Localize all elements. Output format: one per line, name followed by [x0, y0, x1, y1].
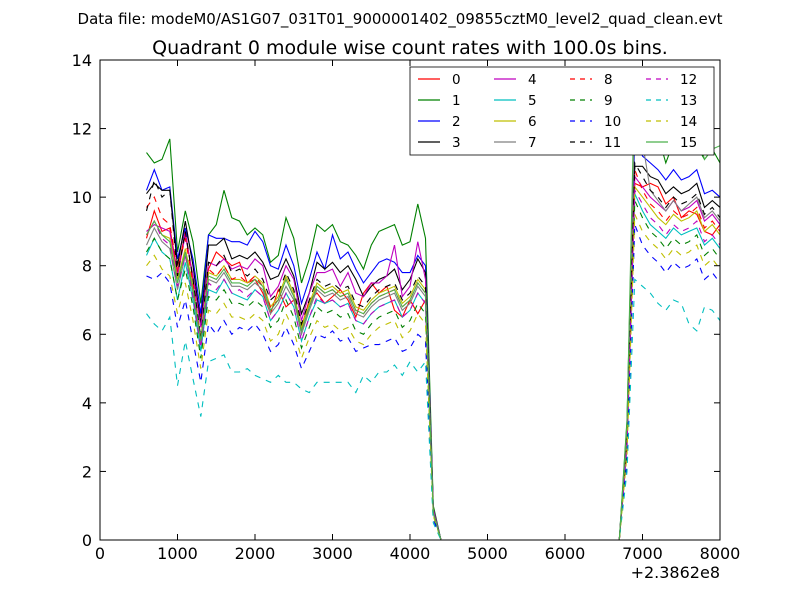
y-tick-label: 14: [72, 51, 92, 70]
legend-label-9: 9: [604, 93, 613, 109]
y-tick-label: 4: [82, 394, 92, 413]
y-tick-label: 6: [82, 325, 92, 344]
chart-title: Quadrant 0 module wise count rates with …: [152, 37, 668, 59]
suptitle: Data file: modeM0/AS1G07_031T01_90000014…: [78, 10, 723, 29]
x-tick-label: 4000: [390, 544, 431, 563]
series-line-0: [145, 182, 720, 540]
x-tick-label: 0: [95, 544, 105, 563]
series-line-3: [146, 165, 720, 540]
series-line-9: [146, 200, 720, 540]
legend-label-7: 7: [528, 135, 537, 151]
x-tick-label: 5000: [467, 544, 508, 563]
series-line-8: [146, 169, 720, 540]
series-line-13: [146, 278, 720, 540]
series-line-1: [146, 100, 720, 540]
series-line-10: [146, 224, 720, 540]
legend-label-4: 4: [528, 72, 537, 88]
legend-label-5: 5: [528, 93, 537, 109]
series-line-6: [146, 185, 720, 540]
axis-ticks: 0 1000 2000 3000 4000 5000 6000 7000 80000246810…: [72, 51, 741, 563]
y-tick-label: 0: [82, 531, 92, 550]
x-tick-label: 3000: [312, 544, 353, 563]
x-offset-label: +2.3862e8: [631, 563, 720, 582]
x-tick-label: 2000: [235, 544, 276, 563]
series-line-7: [145, 111, 720, 540]
legend-label-14: 14: [680, 114, 697, 130]
legend-label-15: 15: [680, 135, 697, 151]
legend-label-12: 12: [680, 72, 697, 88]
y-tick-label: 2: [82, 462, 92, 481]
legend-label-0: 0: [452, 72, 461, 88]
series-line-4: [146, 175, 720, 540]
x-tick-label: 8000: [700, 544, 741, 563]
series-line-5: [145, 193, 720, 540]
legend-label-2: 2: [452, 114, 461, 130]
x-tick-label: 7000: [622, 544, 663, 563]
series-line-11: [145, 160, 720, 540]
legend-box: [409, 66, 715, 156]
x-tick-label: 6000: [545, 544, 586, 563]
y-tick-label: 8: [82, 257, 92, 276]
series-line-12: [146, 188, 720, 540]
legend-label-1: 1: [452, 93, 461, 109]
y-tick-label: 10: [72, 188, 92, 207]
series-line-2: [145, 135, 720, 540]
legend-label-6: 6: [528, 114, 537, 130]
legend-label-3: 3: [452, 135, 461, 151]
legend-label-13: 13: [680, 93, 697, 109]
x-tick-label: 1000: [157, 544, 198, 563]
legend-label-11: 11: [604, 135, 621, 151]
y-tick-label: 12: [72, 120, 92, 139]
legend-label-8: 8: [604, 72, 613, 88]
legend-label-10: 10: [604, 114, 621, 130]
